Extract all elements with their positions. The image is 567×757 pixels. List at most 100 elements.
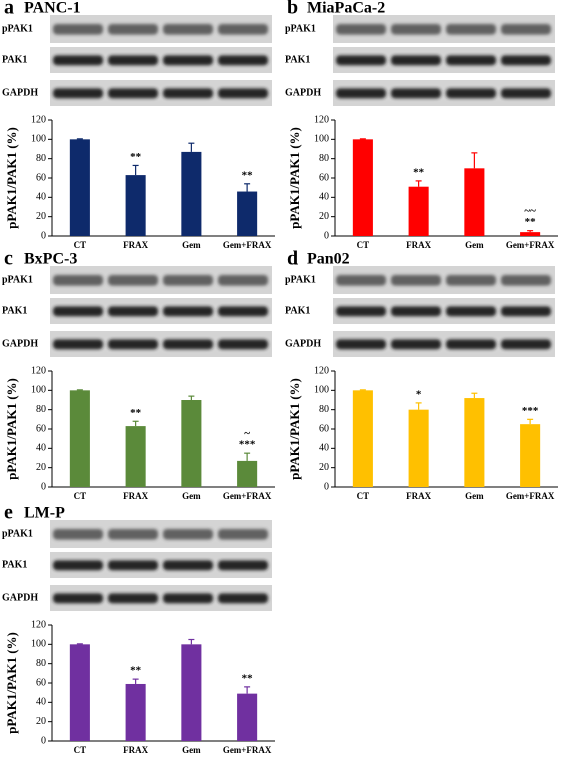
- blot-band: [501, 88, 551, 99]
- blot-band: [163, 55, 213, 66]
- x-tick-label: Gem: [465, 240, 484, 250]
- blot-label: PAK1: [2, 559, 27, 570]
- blot-label: pPAK1: [285, 274, 316, 285]
- blot-band: [108, 88, 158, 99]
- panel-title: PANC-1: [24, 0, 81, 17]
- y-tick-label: 0: [41, 735, 46, 746]
- blot-label: pPAK1: [285, 23, 316, 34]
- blot-band: [53, 339, 103, 350]
- significance-label: **: [130, 665, 142, 677]
- blot-band: [108, 593, 158, 604]
- blot-band: [501, 23, 551, 35]
- panel: c BxPC-3 pPAK1 PAK1 GAPDH pPAK1/PAK1 (%) 0 20 40…: [2, 248, 275, 501]
- y-tick-label: 80: [36, 658, 46, 669]
- bar: [408, 186, 429, 236]
- bar: [69, 390, 90, 487]
- blot-label: GAPDH: [285, 338, 321, 349]
- bar: [69, 139, 90, 236]
- significance-label: ***: [239, 439, 256, 451]
- y-tick-label: 80: [36, 153, 46, 164]
- bar: [520, 424, 541, 487]
- blot-band: [108, 560, 158, 571]
- blot-band: [391, 274, 441, 286]
- blot-band: [163, 23, 213, 35]
- blot-band: [163, 560, 213, 571]
- blot-band: [391, 23, 441, 35]
- bar: [181, 644, 202, 741]
- blot-band: [163, 528, 213, 540]
- y-tick-label: 40: [36, 697, 46, 708]
- blot-band: [336, 339, 386, 350]
- x-tick-label: CT: [74, 745, 87, 755]
- panel: e LM-P pPAK1 PAK1 GAPDH pPAK1/PAK1 (%) 0 20 40 60…: [2, 502, 275, 755]
- bar: [181, 400, 202, 487]
- y-tick-label: 60: [36, 677, 46, 688]
- blot-band: [163, 593, 213, 604]
- y-tick-label: 0: [41, 230, 46, 241]
- blot-label: PAK1: [2, 305, 27, 316]
- x-tick-label: FRAX: [123, 240, 148, 250]
- blot-band: [218, 593, 268, 604]
- panel: a PANC-1 pPAK1 PAK1 GAPDH pPAK1/PAK1 (%) 0 20 40…: [2, 0, 275, 250]
- significance-label: ***: [522, 405, 539, 417]
- blot-band: [53, 55, 103, 66]
- bar: [237, 191, 258, 236]
- y-tick-label: 0: [324, 230, 329, 241]
- blot-band: [501, 55, 551, 66]
- x-tick-label: Gem: [182, 240, 201, 250]
- y-tick-label: 80: [319, 404, 329, 415]
- y-tick-label: 40: [319, 443, 329, 454]
- y-tick-label: 120: [314, 114, 329, 125]
- x-tick-label: CT: [357, 240, 370, 250]
- y-tick-label: 20: [36, 462, 46, 473]
- panel-letter: c: [4, 248, 13, 270]
- panel-title: LM-P: [24, 505, 65, 522]
- blot-band: [218, 274, 268, 286]
- significance-label: **: [130, 151, 142, 163]
- blot-band: [336, 55, 386, 66]
- significance-label: **: [242, 169, 254, 181]
- blot-band: [218, 306, 268, 317]
- blot-label: pPAK1: [2, 528, 33, 539]
- blot-band: [218, 339, 268, 350]
- blot-band: [391, 55, 441, 66]
- blot-label: PAK1: [285, 305, 310, 316]
- y-tick-label: 100: [31, 639, 46, 650]
- x-tick-label: Gem+FRAX: [223, 745, 272, 755]
- x-tick-label: CT: [74, 491, 87, 501]
- y-axis-label: pPAK1/PAK1 (%): [4, 127, 19, 229]
- bar: [181, 151, 202, 236]
- y-tick-label: 80: [36, 404, 46, 415]
- y-tick-label: 20: [36, 211, 46, 222]
- blot-label: pPAK1: [2, 274, 33, 285]
- bar: [520, 232, 541, 236]
- y-tick-label: 120: [31, 365, 46, 376]
- blot-band: [446, 23, 496, 35]
- bar: [464, 398, 485, 487]
- y-tick-label: 80: [319, 153, 329, 164]
- blot-band: [446, 88, 496, 99]
- significance-label: **: [525, 216, 537, 228]
- y-tick-label: 100: [314, 134, 329, 145]
- blot-band: [218, 23, 268, 35]
- bar: [237, 460, 258, 487]
- x-tick-label: CT: [74, 240, 87, 250]
- blot-band: [218, 88, 268, 99]
- y-tick-label: 100: [314, 385, 329, 396]
- bar: [352, 390, 373, 487]
- x-tick-label: Gem: [182, 491, 201, 501]
- x-tick-label: Gem+FRAX: [223, 491, 272, 501]
- y-tick-label: 20: [319, 211, 329, 222]
- bar: [125, 683, 146, 741]
- significance-label: **: [130, 407, 142, 419]
- bar: [69, 644, 90, 741]
- significance-label: ~~: [524, 205, 536, 217]
- y-tick-label: 0: [324, 481, 329, 492]
- panel-title: Pan02: [307, 251, 350, 268]
- x-tick-label: FRAX: [406, 491, 431, 501]
- blot-band: [336, 88, 386, 99]
- y-tick-label: 120: [314, 365, 329, 376]
- blot-label: GAPDH: [285, 87, 321, 98]
- y-tick-label: 100: [31, 385, 46, 396]
